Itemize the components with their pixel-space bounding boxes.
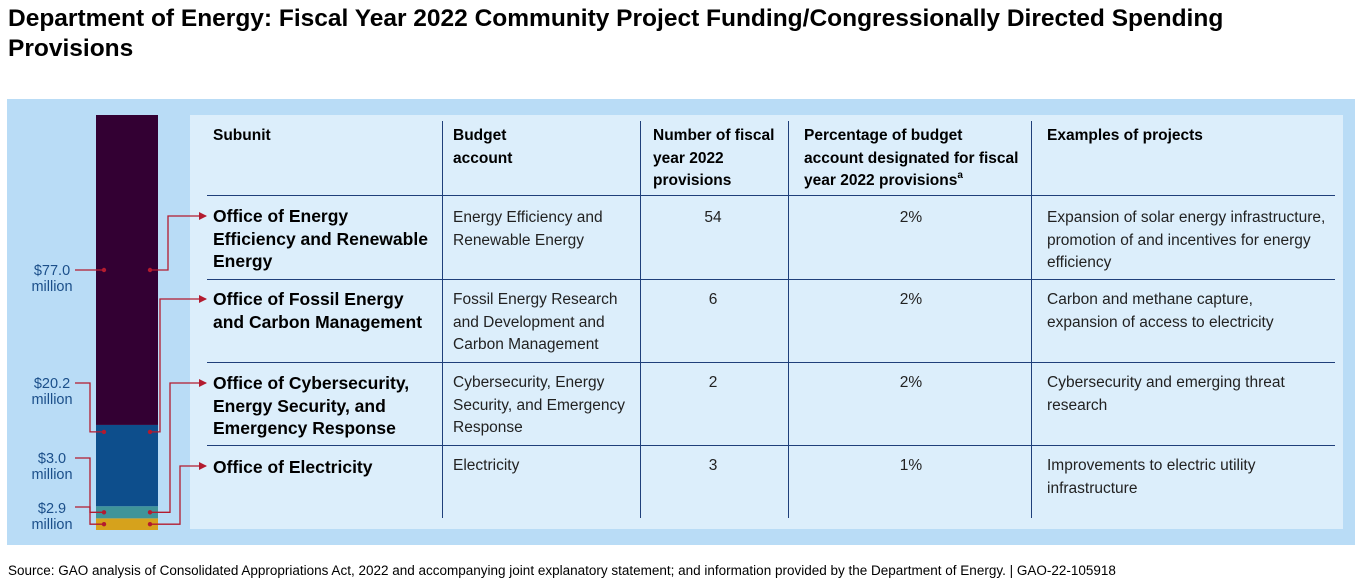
bar-value-label: $20.2 million (22, 376, 82, 408)
row-subunit: Office of Energy Efficiency and Renewabl… (213, 206, 428, 272)
row-percentage: 2% (899, 374, 923, 391)
connector-dot (101, 267, 107, 273)
bar-value-unit: million (31, 279, 73, 295)
row-examples: Carbon and methane capture, expansion of… (1047, 291, 1274, 331)
row-percentage: 2% (899, 291, 923, 308)
bar-value-amount: $20.2 (33, 376, 71, 392)
row-budget-account: Electricity (453, 457, 520, 474)
row-rule (207, 279, 1335, 280)
column-rule (788, 121, 789, 518)
row-percentage: 2% (899, 209, 923, 226)
label-leader-line (75, 382, 104, 433)
bar-segment (96, 506, 158, 519)
connector-dot (101, 510, 107, 515)
row-budget-account: Fossil Energy Research and Development a… (453, 291, 618, 353)
row-connector-arrow (150, 295, 207, 433)
bar-value-amount: $3.0 (37, 451, 67, 467)
row-number: 6 (708, 291, 718, 308)
row-number: 2 (708, 374, 718, 391)
bar-value-amount: $2.9 (37, 501, 67, 517)
row-subunit: Office of Fossil Energy and Carbon Manag… (213, 289, 423, 332)
row-examples: Improvements to electric utility infrast… (1047, 457, 1256, 497)
row-rule (207, 362, 1335, 363)
connector-dot (101, 429, 107, 435)
header-number: Number of fiscal year 2022 provisions (653, 127, 775, 189)
header-percentage-note: a (957, 169, 963, 181)
row-connector-arrow (150, 212, 207, 271)
header-subunit: Subunit (213, 127, 271, 144)
label-leader-line (75, 457, 104, 513)
row-connector-arrow (150, 379, 207, 513)
table-background (190, 115, 1343, 529)
row-rule (207, 195, 1335, 196)
header-examples: Examples of projects (1047, 127, 1203, 144)
bar-value-label: $2.9 million (22, 501, 82, 533)
bar-value-unit: million (31, 517, 73, 533)
row-rule (207, 445, 1335, 446)
row-number: 3 (708, 457, 718, 474)
bar-value-unit: million (31, 467, 73, 483)
bar-value-label: $77.0 million (22, 263, 82, 295)
bar-segment (96, 424, 158, 507)
bar-value-label: $3.0 million (22, 451, 82, 483)
column-rule (442, 121, 443, 518)
source-note: Source: GAO analysis of Consolidated App… (8, 563, 1116, 578)
bar-segment (96, 115, 158, 425)
row-subunit: Office of Electricity (213, 457, 373, 477)
column-rule (1031, 121, 1032, 518)
header-percentage: Percentage of budget account designated … (804, 125, 1026, 193)
row-budget-account: Cybersecurity, Energy Security, and Emer… (453, 374, 626, 436)
column-rule (640, 121, 641, 518)
bar-value-amount: $77.0 (33, 263, 71, 279)
row-number: 54 (704, 209, 722, 226)
row-connector-arrow (150, 462, 207, 525)
label-leader-line (75, 506, 104, 525)
row-subunit: Office of Cybersecurity, Energy Security… (213, 373, 410, 439)
row-examples: Cybersecurity and emerging threat resear… (1047, 374, 1285, 414)
page-title: Department of Energy: Fiscal Year 2022 C… (8, 5, 1224, 62)
header-budget-account: Budget account (453, 127, 513, 167)
row-percentage: 1% (899, 457, 923, 474)
row-budget-account: Energy Efficiency and Renewable Energy (453, 209, 603, 249)
bar-segment (96, 518, 158, 530)
bar-value-unit: million (31, 392, 73, 408)
header-percentage-text: Percentage of budget account designated … (804, 127, 1019, 189)
connector-dot (101, 521, 107, 527)
row-examples: Expansion of solar energy infrastructure… (1047, 209, 1326, 271)
